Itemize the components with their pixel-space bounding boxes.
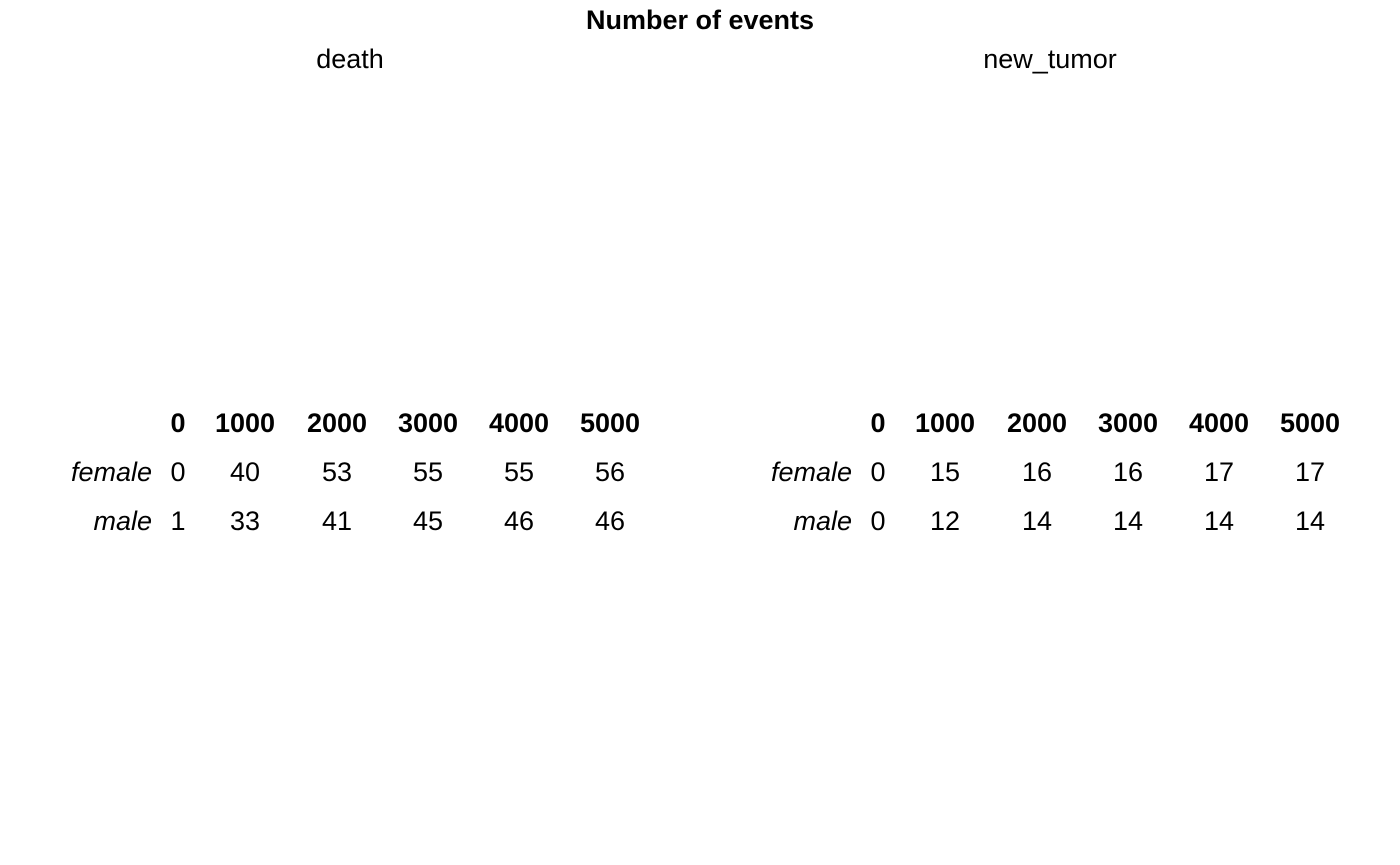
panel-title: death	[316, 44, 384, 74]
column-header: 2000	[306, 408, 368, 438]
column-header: 5000	[579, 408, 641, 438]
row-label-male: male	[793, 506, 852, 536]
table-cell: 55	[412, 457, 444, 487]
table-cell: 14	[1294, 506, 1326, 536]
column-header: 0	[170, 408, 186, 438]
table-cell: 55	[503, 457, 535, 487]
column-header: 0	[870, 408, 886, 438]
panel-title: new_tumor	[983, 44, 1117, 74]
table-cell: 16	[1112, 457, 1144, 487]
row-label-male: male	[93, 506, 152, 536]
chart-title: Number of events	[585, 5, 815, 35]
column-header: 5000	[1279, 408, 1341, 438]
table-cell: 41	[321, 506, 353, 536]
column-header: 3000	[1097, 408, 1159, 438]
table-cell: 12	[929, 506, 961, 536]
table-cell: 0	[170, 457, 186, 487]
table-cell: 53	[321, 457, 353, 487]
panel-new-tumor: new_tumor 0 1000 2000 3000 4000 5000 female 0 15…	[700, 0, 1400, 865]
column-header: 1000	[214, 408, 276, 438]
table-cell: 33	[229, 506, 261, 536]
column-header: 1000	[914, 408, 976, 438]
table-cell: 46	[503, 506, 535, 536]
table-cell: 16	[1021, 457, 1053, 487]
table-cell: 56	[594, 457, 626, 487]
column-header: 4000	[488, 408, 550, 438]
table-cell: 15	[929, 457, 961, 487]
table-cell: 14	[1021, 506, 1053, 536]
table-cell: 46	[594, 506, 626, 536]
row-label-female: female	[770, 457, 852, 487]
table-cell: 1	[170, 506, 186, 536]
table-cell: 0	[870, 506, 886, 536]
table-cell: 14	[1203, 506, 1235, 536]
table-cell: 14	[1112, 506, 1144, 536]
table-cell: 17	[1203, 457, 1235, 487]
column-header: 4000	[1188, 408, 1250, 438]
table-cell: 17	[1294, 457, 1326, 487]
row-label-female: female	[70, 457, 152, 487]
table-cell: 45	[412, 506, 444, 536]
column-header: 3000	[397, 408, 459, 438]
column-header: 2000	[1006, 408, 1068, 438]
table-cell: 0	[870, 457, 886, 487]
panel-death: death 0 1000 2000 3000 4000 5000 female 0 40 53 55…	[70, 44, 641, 536]
table-cell: 40	[229, 457, 261, 487]
